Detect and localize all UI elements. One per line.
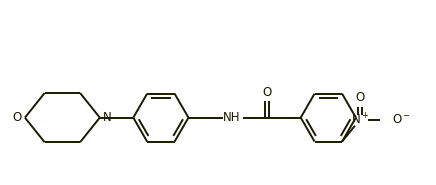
- Text: NH: NH: [223, 111, 241, 124]
- Text: N$^+$: N$^+$: [351, 112, 369, 127]
- Text: N: N: [103, 111, 112, 124]
- Text: O: O: [262, 85, 272, 98]
- Text: O: O: [355, 91, 364, 104]
- Text: O$^-$: O$^-$: [392, 113, 411, 126]
- Text: O: O: [13, 111, 22, 124]
